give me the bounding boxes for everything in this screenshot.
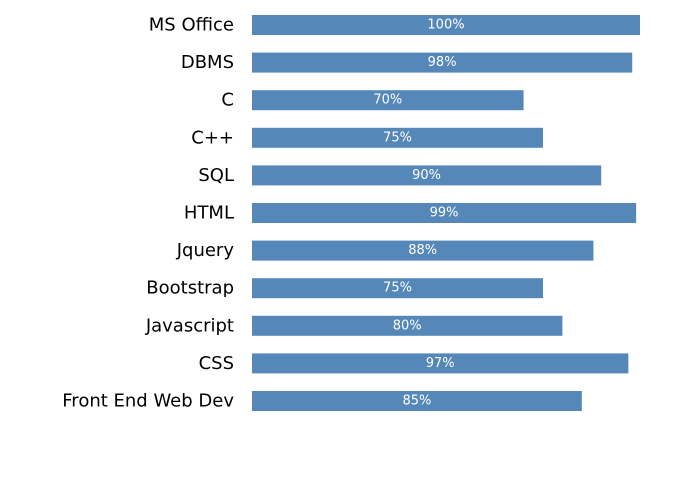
- category-label-css: CSS: [199, 353, 234, 374]
- category-label-front-end-web-dev: Front End Web Dev: [62, 391, 234, 412]
- category-label-c: C++: [191, 127, 234, 148]
- bar-javascript: [252, 315, 563, 336]
- bar-jquery: [252, 240, 594, 261]
- value-label-front-end-web-dev: 85%: [402, 394, 431, 409]
- value-labels: 100% 98% 70% 75% 90% 99% 88% 75% 80% 97% 85%: [373, 18, 464, 409]
- bar-c: [252, 127, 543, 148]
- bar-sql: [252, 165, 602, 186]
- bar-dbms: [252, 52, 633, 73]
- category-labels: MS Office DBMS C C++ SQL HTML Jquery Bootstrap J…: [62, 15, 234, 412]
- value-label-bootstrap: 75%: [383, 281, 412, 296]
- category-label-bootstrap: Bootstrap: [146, 278, 234, 299]
- bar-ms-office: [252, 15, 640, 35]
- value-label-javascript: 80%: [393, 318, 422, 333]
- bar-css: [252, 353, 629, 374]
- category-label-c: C: [221, 90, 234, 111]
- bar-html: [252, 203, 637, 223]
- bar-c: [252, 90, 524, 111]
- category-label-jquery: Jquery: [176, 240, 235, 261]
- value-label-dbms: 98%: [428, 55, 457, 70]
- value-label-c: 75%: [383, 130, 412, 145]
- value-label-css: 97%: [426, 356, 455, 371]
- category-label-sql: SQL: [198, 165, 234, 186]
- category-label-html: HTML: [184, 203, 234, 224]
- value-label-ms-office: 100%: [427, 18, 464, 33]
- category-label-javascript: Javascript: [145, 315, 234, 336]
- value-label-c: 70%: [373, 93, 402, 108]
- category-label-ms-office: MS Office: [149, 15, 234, 36]
- value-label-html: 99%: [430, 206, 459, 221]
- bar-bootstrap: [252, 278, 543, 299]
- category-label-dbms: DBMS: [181, 52, 234, 73]
- bar-front-end-web-dev: [252, 391, 582, 411]
- bar-group: [252, 15, 640, 411]
- value-label-sql: 90%: [412, 168, 441, 183]
- value-label-jquery: 88%: [408, 243, 437, 258]
